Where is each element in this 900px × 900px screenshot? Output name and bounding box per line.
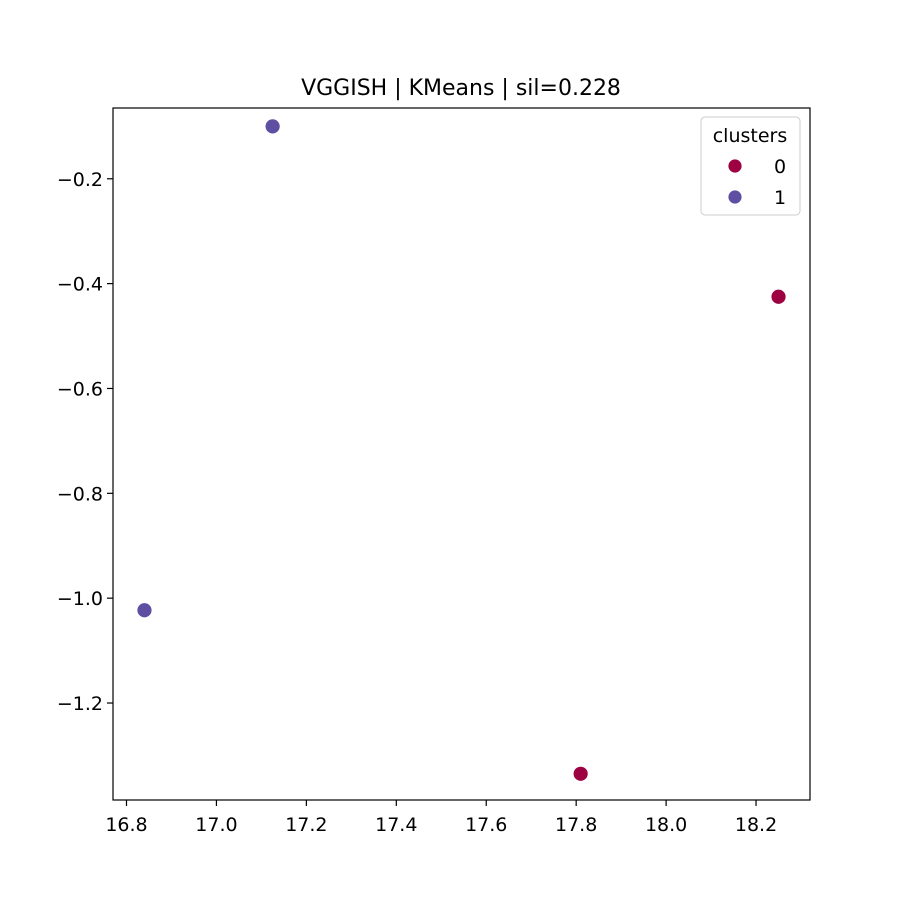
y-tick-label: −0.2 [57, 169, 103, 191]
y-axis: −0.2 −0.4 −0.6 −0.8 −1.0 −1.2 [57, 169, 113, 715]
legend: clusters 01 [700, 116, 801, 216]
legend-label-cluster-1: 1 [774, 187, 786, 209]
legend-entries: 01 [727, 156, 786, 209]
points-layer [136, 118, 787, 782]
data-point-cluster-1 [264, 118, 281, 135]
chart-title: VGGISH | KMeans | sil=0.228 [301, 76, 621, 101]
x-tick-label: 16.8 [105, 814, 147, 836]
y-tick-label: −0.6 [57, 378, 103, 400]
y-tick-label: −0.4 [57, 274, 103, 296]
data-point-cluster-1 [136, 602, 153, 619]
legend-label-cluster-0: 0 [774, 156, 786, 178]
y-tick-label: −1.2 [57, 693, 103, 715]
y-tick-label: −0.8 [57, 483, 103, 505]
x-tick-label: 18.0 [645, 814, 687, 836]
legend-box [700, 116, 801, 216]
x-tick-label: 17.4 [375, 814, 417, 836]
x-tick-label: 17.6 [465, 814, 507, 836]
x-axis: 16.8 17.0 17.2 17.4 17.6 17.8 18.0 18.2 [105, 800, 777, 836]
x-tick-label: 18.2 [735, 814, 777, 836]
data-point-cluster-0 [770, 288, 787, 305]
data-point-cluster-0 [572, 765, 589, 782]
x-tick-label: 17.0 [195, 814, 237, 836]
plot-area [113, 108, 810, 800]
plot-frame [112, 107, 811, 801]
x-tick-label: 17.8 [555, 814, 597, 836]
legend-title: clusters [713, 125, 788, 147]
x-tick-label: 17.2 [285, 814, 327, 836]
y-tick-label: −1.0 [57, 588, 103, 610]
legend-marker-cluster-1 [727, 189, 743, 205]
legend-marker-cluster-0 [727, 158, 743, 174]
